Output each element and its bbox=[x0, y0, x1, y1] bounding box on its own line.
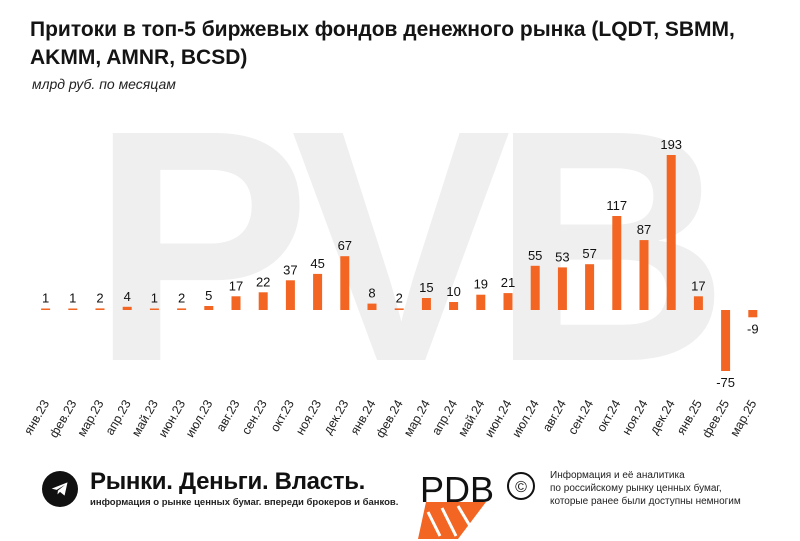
brand-name: Рынки. Деньги. Власть. bbox=[90, 468, 366, 495]
data-label: 2 bbox=[96, 290, 103, 305]
footer-info-line: которые ранее были доступны немногим bbox=[550, 496, 741, 507]
bar-chart: PVB 1 1 2 4 1 2 5 17 22 37 45 67 8 2 15 10 19 21 55 53 57 117… bbox=[21, 61, 759, 440]
data-label: 5 bbox=[205, 288, 212, 303]
bar bbox=[231, 296, 241, 310]
data-label: 8 bbox=[368, 286, 375, 301]
bar bbox=[41, 308, 51, 310]
svg-text:©: © bbox=[515, 479, 527, 496]
data-label: 17 bbox=[229, 278, 243, 293]
data-label: 55 bbox=[528, 248, 542, 263]
data-label: 10 bbox=[446, 284, 460, 299]
bar bbox=[68, 308, 78, 310]
bar bbox=[421, 298, 431, 310]
bar bbox=[666, 155, 676, 310]
footer-info-line: Информация и её аналитика bbox=[550, 470, 685, 481]
bar bbox=[530, 265, 540, 310]
data-label: 1 bbox=[69, 291, 76, 306]
bar bbox=[204, 306, 214, 310]
data-label: 2 bbox=[396, 290, 403, 305]
bar bbox=[340, 256, 350, 310]
bar bbox=[367, 303, 377, 310]
bar bbox=[721, 310, 731, 371]
bar bbox=[122, 306, 132, 310]
bar bbox=[503, 293, 513, 310]
bar bbox=[258, 292, 268, 310]
x-tick-label: мар.25 bbox=[727, 397, 759, 439]
bar bbox=[449, 302, 459, 310]
bar bbox=[585, 264, 595, 310]
bar bbox=[95, 308, 105, 310]
bar bbox=[639, 240, 649, 310]
bar bbox=[177, 308, 187, 310]
pdb-logo: PDB © bbox=[418, 469, 535, 539]
data-label: 2 bbox=[178, 290, 185, 305]
data-label: 19 bbox=[474, 277, 488, 292]
logo-text: PDB bbox=[420, 469, 494, 510]
brand-tagline: информация о рынке ценных бумаг. впереди… bbox=[90, 497, 399, 508]
data-label: -9 bbox=[747, 321, 759, 336]
bar bbox=[612, 216, 622, 310]
data-label: 1 bbox=[42, 291, 49, 306]
brand-block: Рынки. Деньги. Власть. информация о рынк… bbox=[42, 469, 398, 508]
bar bbox=[748, 310, 758, 318]
data-label: 37 bbox=[283, 262, 297, 277]
bar bbox=[149, 308, 159, 310]
bar bbox=[557, 267, 567, 310]
data-label: 87 bbox=[637, 222, 651, 237]
bar bbox=[476, 294, 486, 310]
chart-title: Притоки в топ-5 биржевых фондов денежног… bbox=[30, 18, 735, 69]
data-label: -75 bbox=[716, 375, 735, 390]
bar bbox=[394, 308, 404, 310]
footer-info: Информация и её аналитика по российскому… bbox=[550, 469, 780, 508]
data-label: 57 bbox=[582, 246, 596, 261]
bar bbox=[693, 296, 703, 310]
data-label: 53 bbox=[555, 249, 569, 264]
data-label: 1 bbox=[151, 291, 158, 306]
chart-subtitle: млрд руб. по месяцам bbox=[32, 76, 176, 92]
bar bbox=[313, 273, 323, 310]
data-label: 21 bbox=[501, 275, 515, 290]
data-label: 15 bbox=[419, 280, 433, 295]
data-label: 45 bbox=[310, 256, 324, 271]
data-label: 67 bbox=[338, 238, 352, 253]
data-label: 117 bbox=[606, 198, 627, 213]
data-label: 193 bbox=[660, 137, 682, 152]
bar bbox=[285, 280, 295, 310]
watermark: PVB bbox=[91, 61, 718, 430]
data-label: 4 bbox=[124, 289, 131, 304]
x-tick-label: фев.23 bbox=[47, 397, 80, 440]
data-label: 17 bbox=[691, 278, 705, 293]
data-label: 22 bbox=[256, 274, 270, 289]
telegram-icon[interactable] bbox=[42, 470, 78, 507]
footer-info-line: по российскому рынку ценных бумаг, bbox=[550, 483, 722, 494]
